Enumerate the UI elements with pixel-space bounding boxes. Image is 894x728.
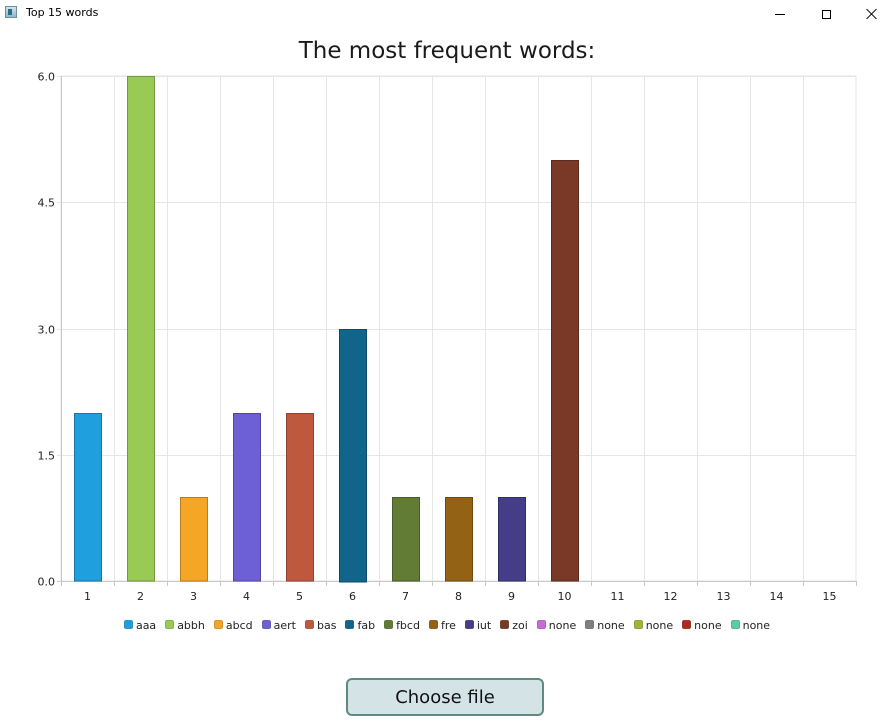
y-tick-label: 6.0: [38, 71, 56, 84]
legend-marker-none: [585, 620, 594, 629]
legend-label: fre: [441, 619, 456, 632]
x-tick-label: 14: [770, 590, 784, 603]
bar-abbh: [127, 76, 155, 582]
bar-fbcd: [392, 497, 420, 582]
legend-label: bas: [317, 619, 337, 632]
bar-fre: [445, 497, 473, 582]
y-tick-label: 4.5: [38, 197, 56, 210]
x-tick-label: 13: [717, 590, 731, 603]
x-tick-label: 9: [508, 590, 515, 603]
chart-title: The most frequent words:: [298, 38, 596, 64]
legend-marker-none: [731, 620, 740, 629]
x-tick-label: 1: [84, 590, 91, 603]
legend-label: fbcd: [396, 619, 420, 632]
bar-fab: [339, 329, 367, 583]
x-tick-label: 5: [296, 590, 303, 603]
legend-marker-abbh: [165, 620, 174, 629]
legend-marker-none: [634, 620, 643, 629]
app-icon: [5, 6, 17, 18]
legend-label: aaa: [136, 619, 156, 632]
x-tick-label: 4: [243, 590, 250, 603]
legend-marker-aaa: [124, 620, 133, 629]
legend-label: fab: [357, 619, 375, 632]
legend-marker-zoi: [500, 620, 509, 629]
y-tick-label: 3.0: [38, 324, 56, 337]
legend-label: iut: [477, 619, 492, 632]
x-tick-label: 7: [402, 590, 409, 603]
x-tick-label: 15: [823, 590, 837, 603]
legend-label: none: [694, 619, 722, 632]
legend-label: abcd: [226, 619, 253, 632]
legend-label: none: [549, 619, 577, 632]
bar-zoi: [551, 160, 579, 582]
legend-label: none: [743, 619, 771, 632]
legend-label: none: [597, 619, 625, 632]
y-tick-label: 0.0: [38, 576, 56, 589]
x-tick-label: 10: [558, 590, 572, 603]
x-tick-label: 11: [611, 590, 625, 603]
bar-aert: [233, 413, 261, 582]
legend-label: none: [646, 619, 674, 632]
bar-bas: [286, 413, 314, 582]
minimize-icon: [775, 13, 785, 15]
legend-marker-fab: [345, 620, 354, 629]
legend-marker-fbcd: [384, 620, 393, 629]
legend-label: aert: [274, 619, 297, 632]
x-tick-label: 3: [190, 590, 197, 603]
bar-iut: [498, 497, 526, 582]
legend-marker-bas: [305, 620, 314, 629]
x-tick-label: 8: [455, 590, 462, 603]
minimize-button[interactable]: [757, 0, 803, 28]
legend-label: abbh: [177, 619, 205, 632]
x-tick-label: 12: [664, 590, 678, 603]
legend-marker-none: [682, 620, 691, 629]
legend-marker-none: [537, 620, 546, 629]
x-tick-label: 6: [349, 590, 356, 603]
title-bar[interactable]: Top 15 words: [0, 0, 894, 28]
y-tick-label: 1.5: [38, 450, 56, 463]
choose-file-button[interactable]: Choose file: [346, 678, 544, 716]
bar-aaa: [74, 413, 102, 582]
legend-marker-iut: [465, 620, 474, 629]
bar-abcd: [180, 497, 208, 582]
window-title: Top 15 words: [26, 6, 99, 19]
legend-label: zoi: [512, 619, 528, 632]
legend-marker-fre: [429, 620, 438, 629]
legend-marker-aert: [262, 620, 271, 629]
maximize-icon: [821, 9, 831, 19]
maximize-button[interactable]: [803, 0, 849, 28]
legend-marker-abcd: [214, 620, 223, 629]
x-tick-label: 2: [137, 590, 144, 603]
